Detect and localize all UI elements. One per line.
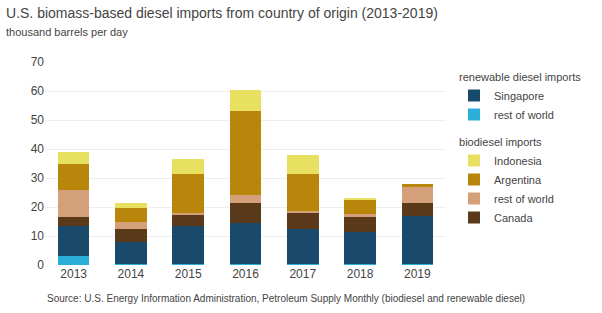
svg-text:Indonesia: Indonesia xyxy=(494,155,543,167)
svg-text:60: 60 xyxy=(31,84,45,98)
svg-text:U.S. biomass-based diesel impo: U.S. biomass-based diesel imports from c… xyxy=(6,5,438,38)
svg-text:biodiesel imports: biodiesel imports xyxy=(459,136,542,148)
svg-text:70: 70 xyxy=(31,55,45,69)
svg-text:Source: U.S. Energy Informatio: Source: U.S. Energy Information Administ… xyxy=(47,293,525,304)
svg-text:Argentina: Argentina xyxy=(494,174,542,186)
svg-text:Canada: Canada xyxy=(494,212,533,224)
svg-text:20: 20 xyxy=(31,200,45,214)
svg-text:rest of world: rest of world xyxy=(494,193,554,205)
svg-text:10: 10 xyxy=(31,229,45,243)
svg-text:2017: 2017 xyxy=(289,267,316,281)
svg-text:40: 40 xyxy=(31,142,45,156)
svg-text:2018: 2018 xyxy=(347,267,374,281)
svg-text:rest of world: rest of world xyxy=(494,109,554,121)
svg-text:Singapore: Singapore xyxy=(494,90,544,102)
svg-text:30: 30 xyxy=(31,171,45,185)
svg-text:2013: 2013 xyxy=(60,267,87,281)
svg-text:0: 0 xyxy=(37,258,44,272)
svg-text:renewable diesel imports: renewable diesel imports xyxy=(459,71,581,83)
svg-text:50: 50 xyxy=(31,113,45,127)
svg-text:2019: 2019 xyxy=(404,267,431,281)
svg-text:2015: 2015 xyxy=(175,267,202,281)
svg-text:2014: 2014 xyxy=(118,267,145,281)
svg-text:2016: 2016 xyxy=(232,267,259,281)
